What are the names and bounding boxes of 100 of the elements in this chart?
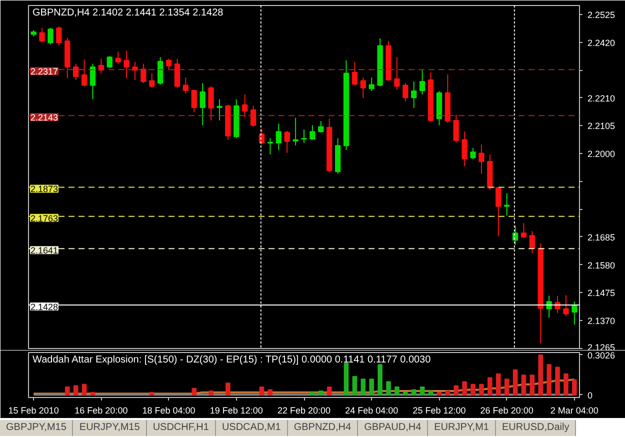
ref-line-label: 2.1873 [30, 184, 58, 194]
bar [521, 374, 526, 396]
x-tick-label: 18 Feb 04:00 [142, 406, 196, 416]
candlestick [529, 230, 535, 254]
candlestick [90, 63, 96, 100]
x-tick-label: 15 Feb 2010 [8, 406, 59, 416]
chart-title: GBPNZD,H4 2.1402 2.1441 2.1354 2.1428 [32, 8, 224, 18]
x-tick-label: 16 Feb 20:00 [74, 406, 128, 416]
candlestick [470, 147, 476, 160]
bar [310, 392, 315, 396]
candlestick [242, 94, 248, 118]
candlestick [200, 82, 206, 126]
bar [504, 378, 510, 396]
candlestick [310, 124, 316, 140]
candlestick [73, 63, 79, 80]
candlestick [81, 59, 88, 87]
candlestick [360, 76, 366, 99]
y-tick-label: 0.3026 [588, 350, 616, 360]
candlestick [267, 138, 274, 155]
candlestick [250, 105, 256, 128]
bar [572, 379, 577, 396]
y-tick-label: 0 [588, 390, 593, 400]
bar [454, 385, 459, 396]
candlestick [520, 222, 527, 238]
candlestick [368, 77, 374, 92]
bar [411, 389, 416, 396]
candlestick [453, 114, 459, 143]
bar [420, 386, 425, 396]
candlestick [56, 26, 62, 46]
x-tick-label: 22 Feb 20:00 [277, 406, 331, 416]
candlestick [124, 50, 130, 79]
y-tick-label: 2.1475 [588, 288, 616, 298]
candlestick [174, 58, 180, 88]
bar [318, 390, 324, 396]
candlestick [352, 61, 358, 86]
bar [352, 376, 358, 396]
candlestick [39, 28, 45, 44]
bar [555, 366, 560, 396]
candlestick [478, 144, 484, 174]
y-tick-label: 2.1370 [588, 316, 616, 326]
bar [149, 392, 154, 396]
candlestick [48, 28, 54, 45]
candlestick [276, 123, 282, 151]
candlestick [462, 131, 468, 167]
x-tick-label: 26 Feb 20:00 [480, 406, 534, 416]
bar [192, 388, 197, 396]
bar [403, 392, 408, 396]
y-tick-label: 2.1580 [588, 260, 616, 270]
bar [530, 374, 535, 396]
candlestick [402, 82, 408, 102]
bar [479, 384, 484, 396]
candlestick [132, 61, 138, 80]
bar [512, 369, 518, 396]
y-tick-label: 2.2420 [588, 38, 616, 48]
candlestick [554, 295, 560, 314]
candlestick [496, 187, 502, 237]
y-tick-label: 2.1685 [588, 232, 616, 242]
y-tick-label: 2.2105 [588, 121, 616, 132]
ref-line-label: 2.2143 [30, 112, 58, 123]
candlestick [504, 192, 510, 216]
ref-line-label: 2.1763 [30, 213, 58, 224]
text: GBPAUD,H4 [358, 420, 428, 436]
ref-line-label: 2.1428 [30, 302, 58, 312]
bar [538, 354, 544, 396]
bar [488, 377, 492, 396]
bar [496, 373, 501, 396]
candlestick [182, 77, 189, 94]
y-tick-label: 2.2210 [588, 93, 616, 104]
bar [470, 384, 476, 396]
bar [344, 362, 349, 396]
text: EURJPY,M15 [73, 420, 147, 436]
bar [386, 381, 391, 396]
y-tick-label: 2.2000 [588, 149, 616, 160]
bar [546, 364, 552, 396]
text: USDCAD,M1 [216, 420, 288, 436]
candlestick [419, 70, 426, 95]
candlestick [563, 294, 569, 317]
x-tick-label: 25 Feb 12:00 [412, 406, 466, 416]
candlestick [394, 56, 400, 90]
candlestick [411, 81, 417, 109]
text: GBPNZD,H4 [288, 420, 358, 436]
ref-line-label: 2.1641 [30, 246, 58, 256]
bar [428, 390, 434, 396]
x-tick-label: 2 Mar 04:00 [550, 406, 598, 416]
bar [82, 384, 87, 396]
candlestick [158, 56, 164, 86]
y-tick-label: 2.2525 [588, 10, 616, 20]
ref-line-label: 2.2317 [30, 66, 58, 77]
bar [73, 385, 78, 396]
text: GBPJPY,M15 [0, 420, 74, 436]
candlestick [140, 63, 146, 84]
candlestick [149, 72, 155, 88]
candlestick [166, 58, 172, 71]
candlestick [572, 301, 578, 326]
x-tick-label: 19 Feb 12:00 [210, 406, 263, 416]
bar [268, 389, 273, 396]
bar [445, 390, 450, 396]
bar [226, 382, 230, 396]
text: USDCHF,H1 [146, 420, 216, 436]
candlestick [115, 51, 121, 64]
